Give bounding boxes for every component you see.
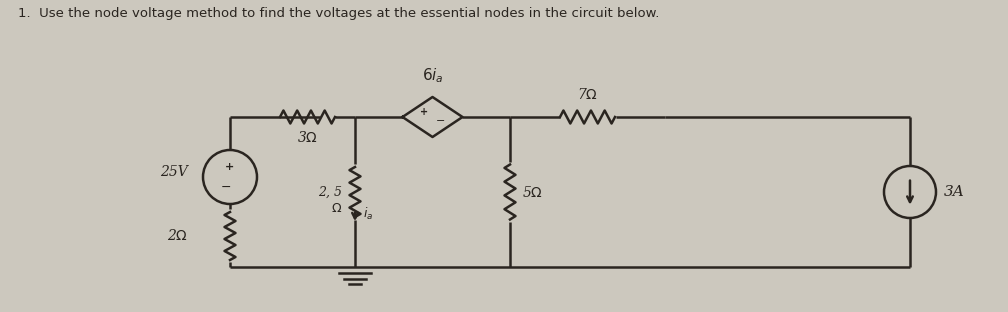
Text: 2$\Omega$: 2$\Omega$ xyxy=(167,228,188,243)
Text: $6i_a$: $6i_a$ xyxy=(421,66,444,85)
Text: 7$\Omega$: 7$\Omega$ xyxy=(577,87,598,102)
Text: 3$\Omega$: 3$\Omega$ xyxy=(297,130,318,145)
Text: −: − xyxy=(435,116,446,126)
Text: +: + xyxy=(226,162,235,172)
Text: 25V: 25V xyxy=(160,165,188,179)
Text: $\Omega$: $\Omega$ xyxy=(331,202,342,215)
Text: 2, 5: 2, 5 xyxy=(318,186,342,198)
Text: 1.  Use the node voltage method to find the voltages at the essential nodes in t: 1. Use the node voltage method to find t… xyxy=(18,7,659,20)
Text: 5$\Omega$: 5$\Omega$ xyxy=(522,184,543,199)
Text: $i_a$: $i_a$ xyxy=(363,206,373,222)
Text: +: + xyxy=(420,107,428,117)
Text: 3A: 3A xyxy=(944,185,965,199)
Text: −: − xyxy=(221,181,231,193)
